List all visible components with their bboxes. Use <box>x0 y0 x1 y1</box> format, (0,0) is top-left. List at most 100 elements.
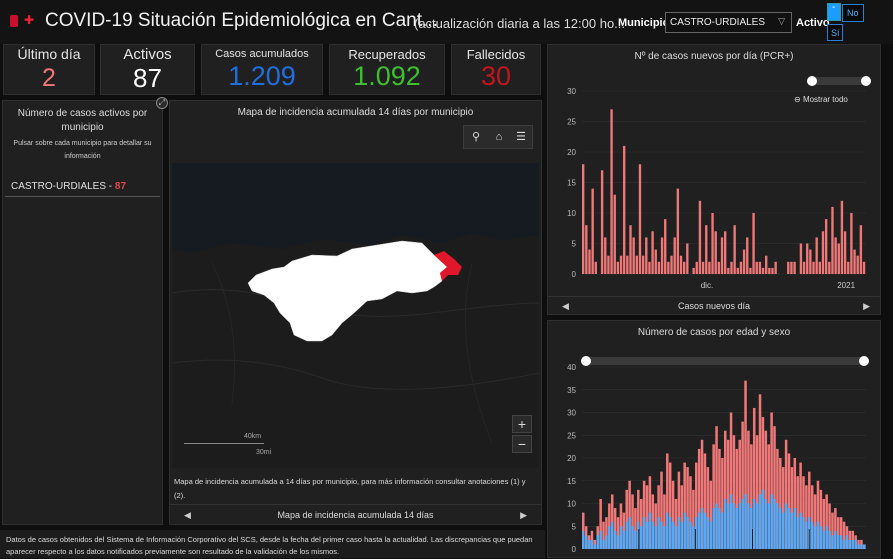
bar[interactable] <box>623 531 625 549</box>
bar[interactable] <box>834 237 836 274</box>
bar[interactable] <box>666 513 668 549</box>
bar[interactable] <box>602 540 604 549</box>
bar[interactable] <box>811 522 813 549</box>
bar[interactable] <box>863 544 865 549</box>
bar[interactable] <box>785 504 787 550</box>
bar[interactable] <box>582 531 584 549</box>
bar[interactable] <box>681 522 683 549</box>
bar[interactable] <box>863 262 865 274</box>
bar[interactable] <box>692 268 694 274</box>
bar[interactable] <box>585 225 587 274</box>
next-arrow-icon[interactable]: ▶ <box>863 297 870 315</box>
bar[interactable] <box>607 256 609 274</box>
bar[interactable] <box>639 164 641 274</box>
bar[interactable] <box>658 262 660 274</box>
bar[interactable] <box>705 225 707 274</box>
bar[interactable] <box>812 262 814 274</box>
bar[interactable] <box>809 250 811 274</box>
map-view[interactable]: + − 40km 30mi <box>172 163 539 468</box>
daily-cases-chart[interactable]: 051015202530dic. 2021 <box>548 67 882 317</box>
bar[interactable] <box>680 256 682 274</box>
bar[interactable] <box>677 189 679 274</box>
bar[interactable] <box>588 250 590 274</box>
zoom-reset-button[interactable]: ⊖ Mostrar todo <box>794 95 848 104</box>
bar[interactable] <box>608 526 610 549</box>
bar[interactable] <box>790 262 792 274</box>
bar[interactable] <box>852 540 854 549</box>
bar[interactable] <box>711 213 713 274</box>
bar[interactable] <box>773 499 775 549</box>
bar[interactable] <box>776 504 778 550</box>
bar[interactable] <box>844 231 846 274</box>
prev-arrow-icon[interactable]: ◀ <box>562 297 569 315</box>
bar[interactable] <box>643 517 645 549</box>
bar[interactable] <box>774 262 776 274</box>
bar[interactable] <box>817 522 819 549</box>
bar[interactable] <box>591 540 593 549</box>
range-slider-track[interactable] <box>584 357 866 365</box>
bar[interactable] <box>767 504 769 550</box>
age-sex-chart[interactable]: 0510152025303540 <box>548 341 882 559</box>
bar[interactable] <box>756 262 758 274</box>
bar[interactable] <box>740 262 742 274</box>
bar[interactable] <box>655 250 657 274</box>
bar[interactable] <box>746 237 748 274</box>
bar[interactable] <box>853 250 855 274</box>
bar[interactable] <box>825 526 827 549</box>
bar[interactable] <box>610 109 612 274</box>
bar[interactable] <box>787 262 789 274</box>
bar[interactable] <box>857 256 859 274</box>
bar[interactable] <box>854 540 856 549</box>
bar[interactable] <box>672 522 674 549</box>
bar[interactable] <box>727 504 729 550</box>
bar[interactable] <box>715 504 717 550</box>
bar[interactable] <box>640 526 642 549</box>
bar[interactable] <box>614 195 616 274</box>
bar[interactable] <box>601 170 603 274</box>
bar[interactable] <box>825 219 827 274</box>
bar[interactable] <box>628 517 630 549</box>
bar[interactable] <box>849 540 851 549</box>
search-icon[interactable]: ⚲ <box>469 130 483 144</box>
bar[interactable] <box>669 517 671 549</box>
bar[interactable] <box>712 508 714 549</box>
bar[interactable] <box>620 256 622 274</box>
bar[interactable] <box>648 262 650 274</box>
bar[interactable] <box>617 535 619 549</box>
bar[interactable] <box>667 262 669 274</box>
bar[interactable] <box>585 535 587 549</box>
bar[interactable] <box>841 201 843 274</box>
bar[interactable] <box>718 262 720 274</box>
bar[interactable] <box>605 535 607 549</box>
bar[interactable] <box>782 513 784 549</box>
bar[interactable] <box>779 508 781 549</box>
bar[interactable] <box>860 544 862 549</box>
bar[interactable] <box>800 244 802 275</box>
bar[interactable] <box>620 526 622 549</box>
bar[interactable] <box>625 522 627 549</box>
bar[interactable] <box>749 268 751 274</box>
list-icon[interactable]: ☰ <box>514 130 528 144</box>
bar[interactable] <box>654 526 656 549</box>
range-slider-handle[interactable] <box>861 76 871 86</box>
bar[interactable] <box>663 526 665 549</box>
bar[interactable] <box>759 494 761 549</box>
bar[interactable] <box>724 231 726 274</box>
bar[interactable] <box>814 526 816 549</box>
bar[interactable] <box>831 207 833 274</box>
range-slider-handle[interactable] <box>807 76 817 86</box>
bar[interactable] <box>850 213 852 274</box>
bar[interactable] <box>596 535 598 549</box>
bar[interactable] <box>657 517 659 549</box>
bar[interactable] <box>707 517 709 549</box>
bar[interactable] <box>675 526 677 549</box>
bar[interactable] <box>594 544 596 549</box>
bar[interactable] <box>806 244 808 275</box>
zoom-out-button[interactable]: − <box>512 435 532 453</box>
bar[interactable] <box>611 522 613 549</box>
bar[interactable] <box>632 237 634 274</box>
bar[interactable] <box>747 504 749 550</box>
bar[interactable] <box>860 225 862 274</box>
bar[interactable] <box>831 535 833 549</box>
bar[interactable] <box>768 268 770 274</box>
